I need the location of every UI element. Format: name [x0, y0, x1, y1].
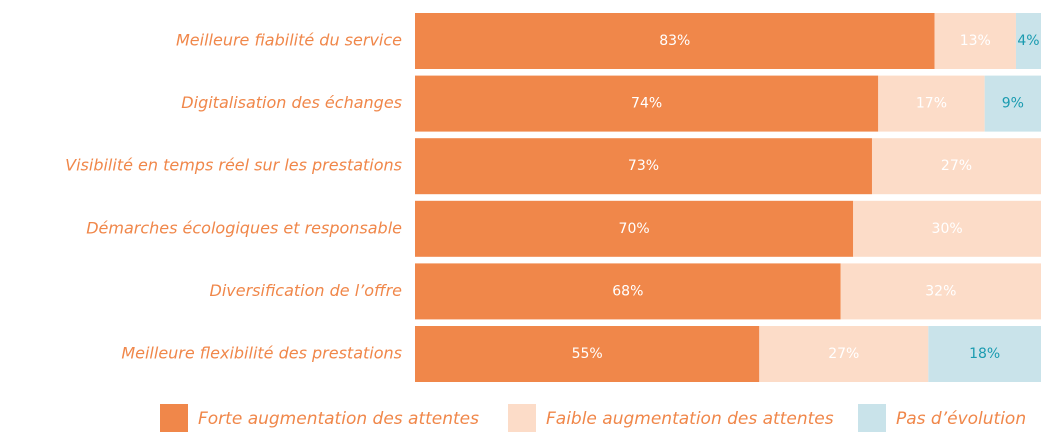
category-label: Meilleure fiabilité du service	[176, 31, 402, 50]
bar-segment	[878, 75, 985, 132]
bar-segment	[928, 326, 1041, 382]
bar-segment	[415, 138, 872, 195]
bar-segment	[415, 326, 760, 382]
bar-segment	[984, 75, 1041, 132]
legend-label: Forte augmentation des attentes	[198, 409, 479, 429]
value-label: 68%	[612, 283, 643, 299]
legend-label: Pas d’évolution	[896, 409, 1026, 429]
value-label: 17%	[916, 96, 947, 112]
value-label: 27%	[828, 346, 859, 362]
value-label: 4%	[1017, 33, 1039, 49]
bar-segment	[853, 200, 1041, 257]
value-label: 27%	[941, 158, 972, 174]
bar-segment	[934, 13, 1016, 69]
bar-segment	[415, 13, 935, 69]
value-label: 18%	[969, 346, 1000, 362]
value-label: 74%	[631, 96, 662, 112]
category-label: Meilleure flexibilité des prestations	[121, 344, 402, 363]
legend-label: Faible augmentation des attentes	[546, 409, 834, 429]
bar-segment	[415, 75, 879, 132]
bar-segment	[840, 263, 1041, 320]
bar-segment	[871, 138, 1041, 195]
value-label: 32%	[925, 283, 956, 299]
legend-swatch	[858, 404, 886, 432]
value-label: 13%	[960, 33, 991, 49]
category-label: Digitalisation des échanges	[181, 93, 402, 112]
legend-swatch	[160, 404, 188, 432]
value-label: 73%	[628, 158, 659, 174]
bar-segment	[1015, 13, 1041, 69]
category-label: Démarches écologiques et responsable	[86, 218, 402, 237]
value-label: 9%	[1002, 96, 1024, 112]
value-label: 30%	[932, 221, 963, 237]
legend-swatch	[508, 404, 536, 432]
value-label: 83%	[659, 33, 690, 49]
category-label: Diversification de l’offre	[210, 281, 403, 300]
value-label: 55%	[572, 346, 603, 362]
bar-segment	[759, 326, 929, 382]
bar-segment	[415, 200, 854, 257]
category-label: Visibilité en temps réel sur les prestat…	[65, 156, 402, 175]
value-label: 70%	[619, 221, 650, 237]
bar-segment	[415, 263, 841, 320]
